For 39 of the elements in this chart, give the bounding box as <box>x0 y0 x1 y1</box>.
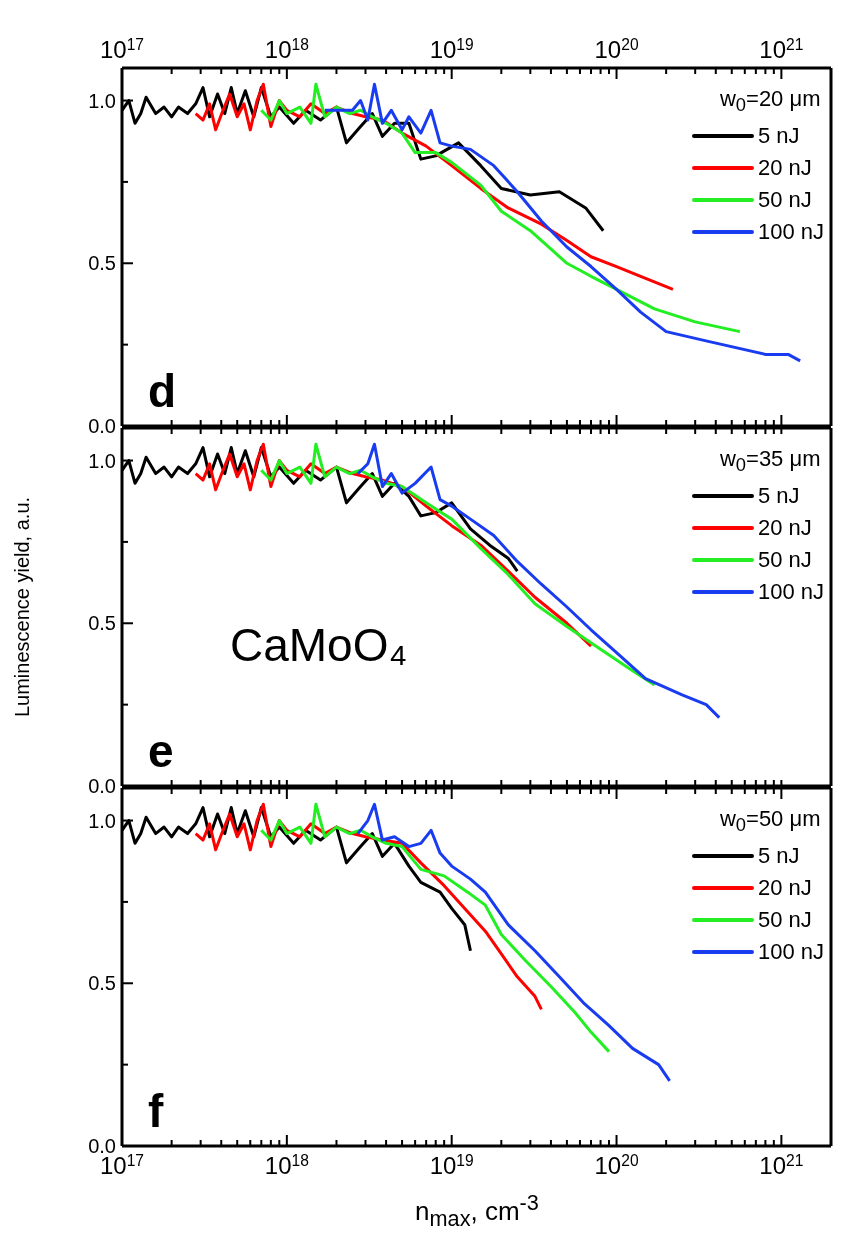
x-tick-label: 10$^{19}$ <box>429 1151 474 1179</box>
legend-label: 5 nJ <box>757 123 800 150</box>
y-tick-label: 0.0 <box>88 415 116 437</box>
legend-label: 50 nJ <box>757 547 812 574</box>
x-tick-label: 10$^{20}$ <box>594 1151 639 1179</box>
legend-label: 5 nJ <box>757 483 800 510</box>
legend-label: 20 nJ <box>757 515 812 542</box>
x-tick-label: 10$^{21}$ <box>759 35 804 63</box>
legend-label: 100 nJ <box>757 219 824 246</box>
x-tick-label: 10$^{18}$ <box>264 1151 309 1179</box>
x-tick-label: 10$^{18}$ <box>264 35 309 63</box>
y-tick-label: 0.5 <box>88 612 116 635</box>
y-tick-label: 1.0 <box>88 809 116 832</box>
y-axis-title: Luminescence yield, a.u. <box>11 496 34 718</box>
legend-label: 20 nJ <box>757 875 812 902</box>
x-tick-label: 10$^{20}$ <box>594 35 639 63</box>
x-axis-title: n$_{max}$, cm$^{-3}$ <box>414 1190 540 1232</box>
legend-label: 100 nJ <box>757 939 824 966</box>
y-tick-label: 0.5 <box>88 972 116 995</box>
legend-label: 20 nJ <box>757 155 812 182</box>
legend-title: w$_{0}$=50 μm <box>719 806 822 837</box>
y-tick-label: 0.0 <box>88 775 116 797</box>
text: d <box>148 364 177 418</box>
x-tick-label: 10$^{21}$ <box>759 1151 804 1179</box>
legend-label: 50 nJ <box>757 187 812 214</box>
y-tick-label: 1.0 <box>88 449 116 472</box>
legend-label: 100 nJ <box>757 579 824 606</box>
y-tick-label: 1.0 <box>88 89 116 112</box>
x-tick-label: 10$^{17}$ <box>99 35 145 63</box>
text: e <box>148 724 174 778</box>
y-tick-label: 0.5 <box>88 252 116 275</box>
y-tick-label: 0.0 <box>88 1135 116 1157</box>
legend-label: 50 nJ <box>757 907 812 934</box>
text: f <box>148 1084 164 1138</box>
legend-label: 5 nJ <box>757 843 800 870</box>
legend-title: w$_{0}$=35 μm <box>719 446 822 477</box>
x-tick-label: 10$^{19}$ <box>429 35 474 63</box>
annotation: CaMoO₄ <box>230 618 408 672</box>
legend-title: w$_{0}$=20 μm <box>719 86 822 117</box>
